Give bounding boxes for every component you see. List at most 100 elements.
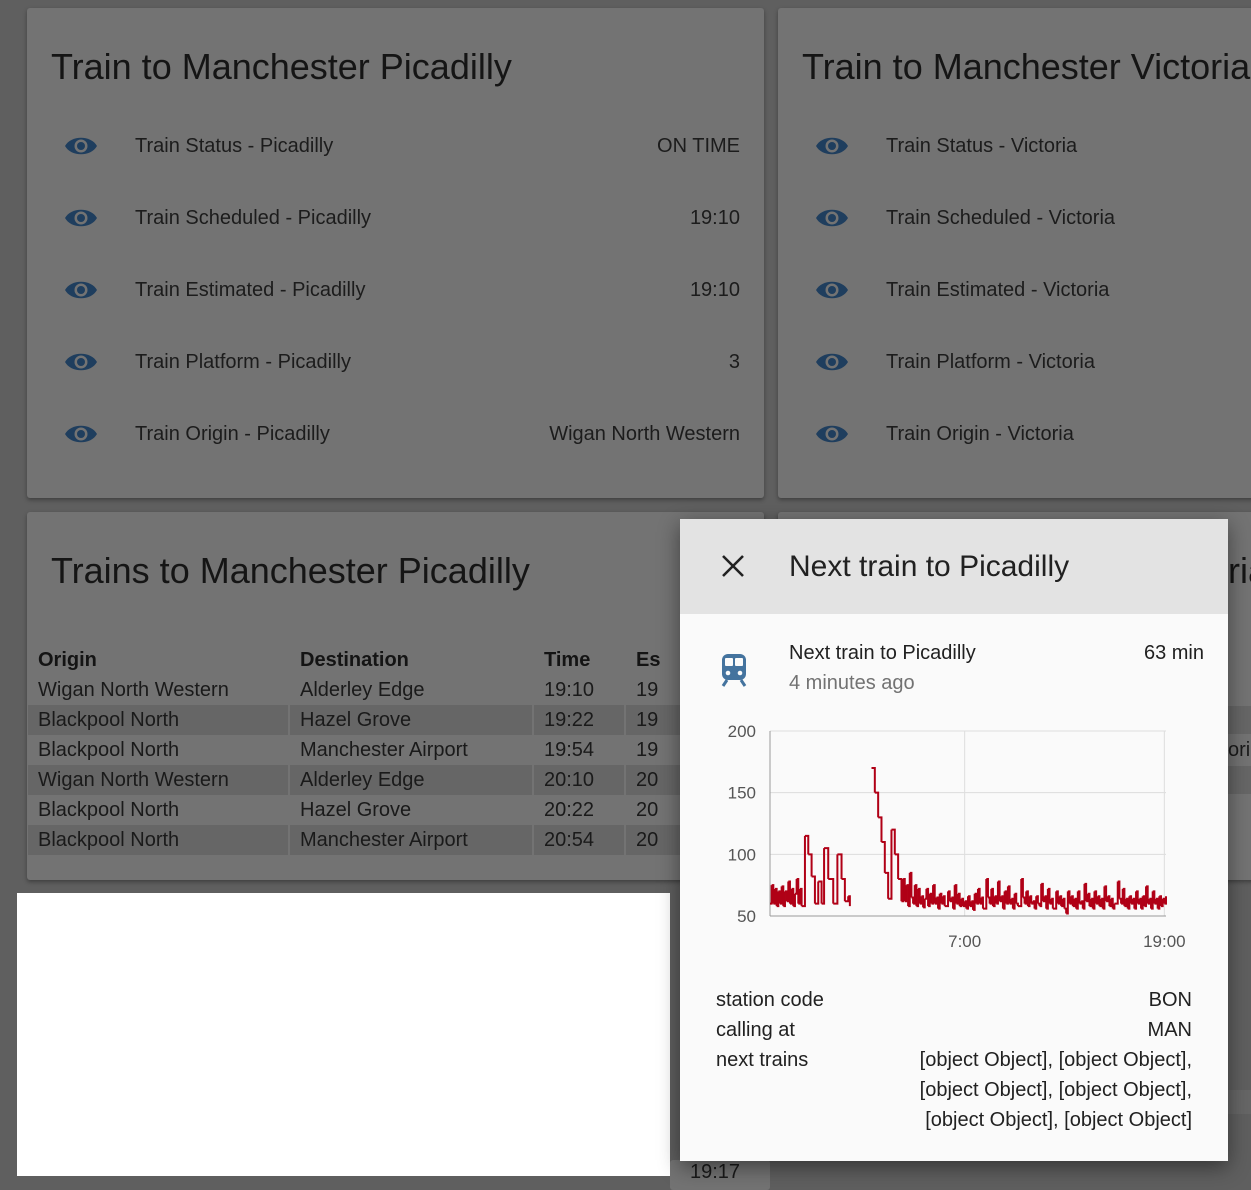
- line-segment: [1051, 897, 1054, 909]
- dialog-header: Next train to Picadilly: [680, 519, 1228, 614]
- attribute-value-line: [object Object], [object Object],: [919, 1079, 1192, 1101]
- card-title-fragment: ria: [1228, 550, 1251, 591]
- entity-label: Train Estimated - Victoria: [886, 278, 1110, 301]
- line-segment: [804, 834, 810, 855]
- entity-label: Train Scheduled - Victoria: [886, 206, 1116, 229]
- line-segment: [898, 878, 903, 902]
- eye-icon: [814, 420, 850, 448]
- line-segment: [991, 887, 994, 907]
- line-segment: [1064, 907, 1068, 914]
- line-segment: [878, 816, 883, 842]
- line-segment: [1147, 898, 1151, 905]
- table-row-fragment: [1228, 706, 1251, 734]
- entity-row[interactable]: Train Estimated - Picadilly 19:10: [27, 270, 764, 310]
- line-segment: [1009, 898, 1013, 905]
- line-segment: [904, 885, 908, 903]
- entity-label: Train Origin - Victoria: [886, 422, 1074, 445]
- table-cell: 20:54: [534, 825, 624, 855]
- eye-icon: [63, 132, 99, 160]
- table-cell: Manchester Airport: [290, 825, 532, 855]
- table-row: Blackpool North Manchester Airport 20:54 20: [28, 825, 686, 855]
- line-segment: [909, 871, 913, 898]
- eye-icon: [63, 420, 99, 448]
- line-segment: [1139, 897, 1143, 909]
- line-segment: [808, 853, 813, 877]
- line-segment: [1007, 885, 1011, 904]
- entity-state: 63 min: [1143, 642, 1204, 664]
- eye-icon: [814, 348, 850, 376]
- line-segment: [833, 854, 839, 905]
- line-segment: [1119, 897, 1123, 904]
- line-segment: [921, 895, 925, 908]
- line-segment: [1049, 898, 1053, 905]
- line-segment: [1057, 896, 1061, 905]
- line-segment: [779, 886, 783, 905]
- line-segment: [996, 881, 999, 905]
- line-segment: [1082, 883, 1086, 910]
- blank-panel: [17, 893, 670, 1176]
- line-segment: [939, 892, 943, 904]
- entity-row[interactable]: Train Status - Picadilly ON TIME: [27, 126, 764, 166]
- line-segment: [1017, 879, 1023, 908]
- entity-row[interactable]: Train Scheduled - Victoria: [778, 198, 1251, 238]
- line-segment: [1121, 888, 1124, 905]
- entity-row[interactable]: Train Platform - Victoria: [778, 342, 1251, 382]
- line-segment: [977, 887, 981, 904]
- line-segment: [844, 896, 850, 903]
- line-segment: [1161, 898, 1164, 908]
- line-segment: [944, 891, 950, 908]
- line-segment: [1137, 898, 1141, 905]
- line-segment: [1159, 895, 1163, 907]
- entity-value: Wigan North Western: [549, 422, 740, 445]
- line-segment: [1067, 890, 1071, 904]
- line-segment: [811, 875, 816, 904]
- line-segment: [929, 892, 933, 904]
- entity-row[interactable]: Train Platform - Picadilly 3: [27, 342, 764, 382]
- line-segment: [949, 897, 953, 903]
- line-segment: [1146, 885, 1149, 904]
- close-button[interactable]: [718, 551, 748, 581]
- line-segment: [818, 880, 823, 904]
- line-segment: [888, 829, 893, 900]
- line-segment: [1122, 887, 1126, 907]
- y-tick-label: 100: [728, 845, 756, 864]
- line-segment: [969, 901, 973, 908]
- entity-row[interactable]: Train Estimated - Victoria: [778, 270, 1251, 310]
- line-segment: [891, 828, 896, 855]
- line-segment: [941, 896, 945, 905]
- line-segment: [948, 890, 951, 902]
- entity-row[interactable]: Train Origin - Victoria: [778, 414, 1251, 454]
- line-segment: [796, 878, 800, 904]
- y-tick-label: 50: [737, 907, 756, 926]
- entity-row[interactable]: Train Origin - Picadilly Wigan North West…: [27, 414, 764, 454]
- line-segment: [1089, 898, 1093, 908]
- line-segment: [1144, 886, 1148, 908]
- entity-row[interactable]: Train Scheduled - Picadilly 19:10: [27, 198, 764, 238]
- line-segment: [914, 884, 918, 907]
- line-segment: [924, 888, 928, 900]
- entity-label: Train Platform - Victoria: [886, 350, 1095, 373]
- line-segment: [1107, 895, 1111, 907]
- table-row: Blackpool North Manchester Airport 19:54 19: [28, 735, 686, 765]
- line-segment: [1117, 880, 1121, 899]
- line-segment: [1032, 900, 1036, 909]
- entity-row[interactable]: Train Status - Victoria: [778, 126, 1251, 166]
- line-segment: [1129, 895, 1133, 904]
- line-segment: [1132, 897, 1136, 909]
- line-segment: [1072, 898, 1076, 908]
- attribute-value-line: [object Object], [object Object]: [925, 1109, 1192, 1131]
- line-segment: [1004, 890, 1008, 904]
- line-segment: [954, 884, 958, 904]
- line-segment: [1011, 897, 1014, 909]
- series-line: [770, 767, 1167, 915]
- line-segment: [824, 847, 830, 879]
- line-segment: [1111, 897, 1114, 909]
- line-segment: [979, 897, 983, 905]
- entity-value: 3: [728, 350, 740, 373]
- line-segment: [959, 898, 963, 908]
- line-segment: [976, 888, 979, 905]
- table-cell: 19: [636, 678, 659, 701]
- table-cell: 20:22: [544, 798, 595, 821]
- line-segment: [1021, 878, 1024, 898]
- entity-label: Train Scheduled - Picadilly: [135, 206, 372, 229]
